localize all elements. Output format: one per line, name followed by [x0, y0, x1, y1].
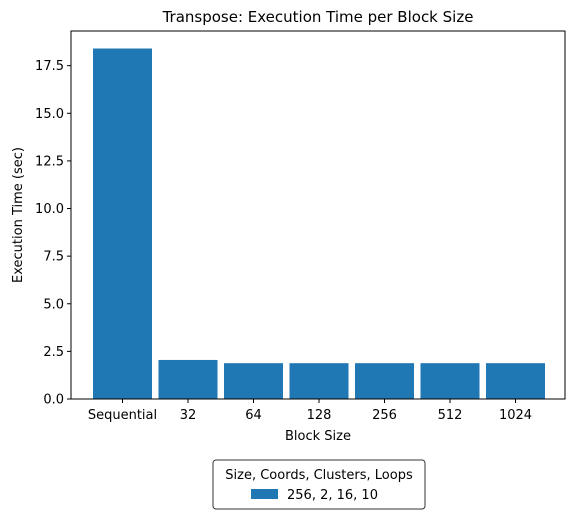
- x-axis-ticks: Sequential 32 64 128 256 512 1024: [88, 399, 532, 423]
- bar-64: [224, 363, 283, 399]
- bar-1024: [486, 363, 545, 399]
- bar-sequential: [93, 48, 152, 400]
- plot-frame: [70, 30, 566, 400]
- y-tick-label: 12.5: [35, 154, 64, 169]
- x-tick-label: 128: [307, 408, 332, 423]
- y-tick-label: 0.0: [43, 393, 64, 408]
- y-tick-label: 15.0: [35, 107, 64, 122]
- legend-swatch: [251, 489, 278, 499]
- legend-entry-label: 256, 2, 16, 10: [287, 488, 378, 503]
- y-axis-ticks: 0.0 2.5 5.0 7.5 10.0 12.5 15.0 17.5: [35, 59, 71, 408]
- x-tick-label: 1024: [499, 408, 532, 423]
- y-tick-label: 17.5: [35, 59, 64, 74]
- plot-area: 0.0 2.5 5.0 7.5 10.0 12.5 15.0 17.5 Sequential 3…: [35, 30, 566, 423]
- y-tick-label: 2.5: [43, 345, 64, 360]
- x-tick-label: 256: [372, 408, 397, 423]
- x-tick-label: 64: [245, 408, 262, 423]
- legend-title: Size, Coords, Clusters, Loops: [225, 468, 413, 483]
- bar-128: [289, 363, 349, 399]
- x-tick-label: 32: [180, 408, 197, 423]
- chart-title: Transpose: Execution Time per Block Size: [162, 8, 474, 26]
- bars: [93, 48, 545, 400]
- y-tick-label: 10.0: [35, 202, 64, 217]
- x-tick-label: Sequential: [88, 408, 157, 423]
- x-axis-title: Block Size: [285, 429, 351, 444]
- y-tick-label: 7.5: [43, 250, 64, 265]
- legend: Size, Coords, Clusters, Loops 256, 2, 16…: [212, 459, 426, 510]
- y-tick-label: 5.0: [43, 297, 64, 312]
- y-axis-title: Execution Time (sec): [11, 147, 26, 283]
- bar-256: [355, 363, 414, 399]
- x-tick-label: 512: [438, 408, 463, 423]
- bar-512: [420, 363, 480, 399]
- bar-32: [158, 359, 218, 399]
